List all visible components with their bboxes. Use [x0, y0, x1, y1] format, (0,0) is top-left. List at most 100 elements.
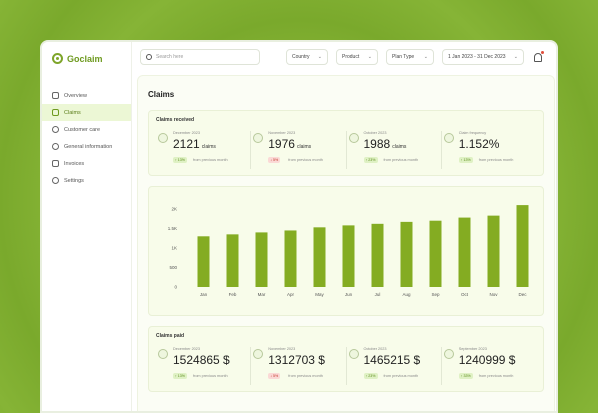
change-note: from previous month — [288, 158, 323, 162]
y-tick-label: 1K — [171, 246, 177, 251]
sidebar-item-label: Customer care — [64, 126, 101, 133]
x-tick-label: Oct — [461, 292, 469, 297]
sidebar-item-label: General information — [64, 143, 113, 150]
money-icon — [253, 349, 264, 359]
stat-label: September 2023 — [458, 347, 487, 351]
stat-card: November 2023 1312703 $ ↓ 5% from previo… — [251, 347, 347, 385]
x-tick-label: Jan — [200, 292, 208, 297]
stat-value: 1.152% — [459, 137, 500, 151]
stat-label: November 2023 — [268, 347, 296, 351]
card-title: Claims received — [156, 117, 195, 123]
change-badge: ↑ 13% — [173, 373, 187, 379]
stat-label: November 2023 — [268, 131, 296, 135]
date-range-dropdown[interactable]: 1 Jan 2023 - 31 Dec 2023 ⌄ — [442, 49, 524, 65]
stat-unit: claims — [296, 144, 312, 150]
product-label: Product — [342, 54, 360, 60]
x-tick-label: Jun — [345, 292, 353, 297]
chart-bar-apr[interactable] — [284, 230, 297, 287]
app-window: Goclaim Overview Claims Customer care Ge… — [40, 40, 558, 413]
y-tick-label: 500 — [169, 265, 177, 270]
app-name: Goclaim — [67, 53, 103, 64]
frequency-icon — [443, 133, 454, 143]
x-tick-label: Nov — [489, 292, 498, 297]
x-tick-label: Aug — [402, 292, 411, 297]
gear-icon — [52, 177, 59, 184]
invoice-icon — [52, 160, 59, 167]
stat-card: October 2023 1465215 $ ↑ 23% from previo… — [347, 347, 442, 385]
claims-chart-card: 0 500 1K 1.5K 2K Jan Feb Mar Apr May Jun Jul Aug Sep O… — [148, 186, 544, 316]
plan-type-dropdown[interactable]: Plan Type ⌄ — [386, 49, 434, 65]
sidebar-item-label: Overview — [64, 92, 87, 99]
stat-label: October 2023 — [363, 347, 387, 351]
stat-value: 1524865 $ — [173, 353, 230, 367]
stat-value: 1988 claims — [364, 137, 407, 151]
chart-bar-dec[interactable] — [516, 205, 529, 287]
card-title: Claims paid — [156, 333, 185, 339]
product-dropdown[interactable]: Product ⌄ — [336, 49, 378, 65]
sidebar-item-customer-care[interactable]: Customer care — [42, 121, 131, 138]
chevron-down-icon: ⌄ — [423, 54, 428, 60]
sidebar-item-overview[interactable]: Overview — [42, 87, 131, 104]
search-placeholder: Search here — [156, 54, 184, 60]
chart-bar-may[interactable] — [313, 227, 326, 287]
stat-value: 1240999 $ — [458, 353, 516, 367]
notification-bell-icon[interactable] — [534, 50, 544, 62]
money-icon — [443, 349, 454, 359]
claim-icon — [253, 133, 264, 143]
x-tick-label: Mar — [258, 292, 266, 297]
stat-number: 1.152% — [458, 137, 500, 151]
money-icon — [348, 349, 359, 359]
chart-bar-jan[interactable] — [197, 236, 210, 287]
country-label: Country — [292, 54, 310, 60]
y-tick-label: 2K — [171, 207, 177, 212]
sidebar-item-label: Invoices — [64, 160, 85, 167]
country-dropdown[interactable]: Country ⌄ — [286, 49, 328, 65]
change-note: from previous month — [478, 374, 514, 378]
chart-bar-aug[interactable] — [400, 221, 413, 287]
claims-paid-card: Claims paid December 2023 1524865 $ ↑ 13… — [148, 326, 544, 392]
change-badge: ↓ 5% — [268, 373, 281, 379]
change-note: from previous month — [193, 158, 228, 162]
sidebar-item-label: Claims — [64, 109, 81, 116]
stat-card: December 2023 2121 claims ↑ 13% from prev… — [156, 131, 252, 169]
sidebar-item-invoices[interactable]: Invoices — [42, 155, 131, 172]
change-badge: ↑ 13% — [173, 157, 187, 163]
change-note: from previous month — [383, 158, 419, 162]
page-title: Claims — [148, 90, 175, 99]
x-tick-label: Feb — [229, 292, 237, 297]
sidebar: Goclaim Overview Claims Customer care Ge… — [42, 42, 132, 411]
change-badge: ↑ 13% — [458, 157, 473, 163]
home-icon — [52, 92, 59, 99]
stat-label: December 2023 — [173, 131, 201, 135]
stat-value: 2121 claims — [173, 137, 216, 151]
clipboard-icon — [52, 109, 59, 116]
chart-bar-mar[interactable] — [255, 232, 268, 287]
stat-card: October 2023 1988 claims ↑ 23% from previ… — [347, 131, 442, 169]
chart-bar-jul[interactable] — [371, 223, 384, 287]
claim-icon — [348, 133, 359, 143]
stat-value: 1976 claims — [268, 137, 311, 151]
stat-value: 1465215 $ — [363, 353, 421, 367]
change-badge: ↑ 33% — [458, 373, 473, 379]
stat-card: November 2023 1976 claims ↓ 5% from previ… — [251, 131, 347, 169]
info-icon — [52, 143, 59, 150]
claim-icon — [158, 133, 168, 143]
app-logo[interactable]: Goclaim — [42, 42, 131, 75]
logo-icon — [52, 53, 63, 64]
change-note: from previous month — [288, 374, 323, 378]
x-tick-label: Sep — [431, 292, 440, 297]
search-input[interactable]: Search here — [140, 49, 260, 65]
money-icon — [158, 349, 168, 359]
sidebar-item-claims[interactable]: Claims — [42, 104, 131, 121]
chart-bar-oct[interactable] — [458, 217, 471, 287]
x-tick-label: Jul — [375, 292, 381, 297]
chart-bar-feb[interactable] — [226, 234, 239, 287]
change-note: from previous month — [193, 374, 228, 378]
sidebar-item-settings[interactable]: Settings — [42, 172, 131, 189]
chart-bar-jun[interactable] — [342, 225, 355, 287]
chart-bar-sep[interactable] — [429, 220, 442, 287]
user-icon — [52, 126, 59, 133]
sidebar-item-general-information[interactable]: General information — [42, 138, 131, 155]
chart-bar-nov[interactable] — [487, 215, 500, 287]
x-tick-label: Dec — [518, 292, 527, 297]
